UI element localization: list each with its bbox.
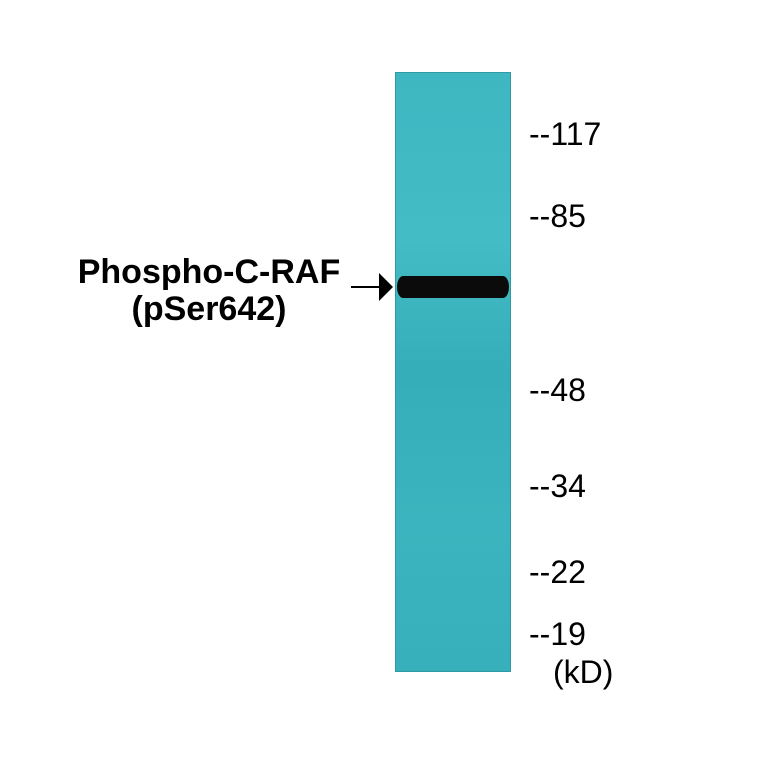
- mw-marker-19: --19: [529, 616, 586, 653]
- arrow-head-icon: [379, 273, 393, 301]
- band-phospho-craf: [397, 276, 509, 298]
- mw-marker-22: --22: [529, 554, 586, 591]
- lane-membrane: [395, 72, 511, 672]
- mw-marker-85: --85: [529, 198, 586, 235]
- mw-unit-label: (kD): [553, 654, 613, 691]
- mw-marker-117: --117: [529, 116, 601, 153]
- target-label-line1: Phospho-C-RAF: [64, 254, 354, 291]
- target-label-line2: (pSer642): [64, 291, 354, 328]
- band-arrow: [351, 273, 393, 301]
- mw-marker-48: --48: [529, 372, 586, 409]
- arrow-shaft: [351, 286, 379, 288]
- target-label: Phospho-C-RAF (pSer642): [64, 254, 354, 329]
- mw-marker-34: --34: [529, 468, 586, 505]
- blot-canvas: Phospho-C-RAF (pSer642) --117 --85 --48 …: [0, 0, 764, 764]
